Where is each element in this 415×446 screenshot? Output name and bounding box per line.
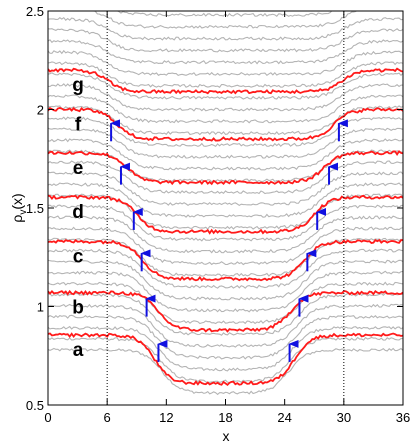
y-tick-label: 0.5 [26,398,44,413]
x-tick-label: 0 [44,410,51,425]
grey-curve [48,0,403,4]
panel-label-a: a [73,340,84,361]
x-tick-label: 36 [396,410,410,425]
grey-curve [48,303,403,348]
grey-curve [48,237,403,277]
y-tick-label: 2.5 [26,4,44,19]
grey-curve [48,336,403,384]
x-axis-label: x [223,428,230,444]
grey-curve [48,149,403,183]
grey-curve [48,127,403,159]
curve-layer [48,0,403,396]
panel-label-b: b [72,298,84,319]
grey-curve [48,28,403,53]
x-tick-label: 24 [277,410,291,425]
grey-curve [48,314,403,360]
panel-label-f: f [75,115,82,136]
panel-label-c: c [73,246,84,267]
panel-label-e: e [73,158,84,179]
grey-curve [48,160,403,195]
grey-curve [48,138,403,171]
grey-curve [48,83,403,112]
y-tick-label: 1 [37,300,44,315]
y-tick-label: 2 [37,103,44,118]
grey-curve [48,204,403,242]
ticks: 0 6 12 18 24 30 36 0.5 1 1.5 2 2.5 [26,4,410,425]
x-tick-label: 18 [218,410,232,425]
grey-curve [48,259,403,301]
y-axis-label-rest: (x) [9,193,25,209]
panel-label-d: d [72,202,84,223]
y-axis-label-sub: v [18,210,29,215]
arrow-layer [110,119,348,362]
x-tick-label: 30 [337,410,351,425]
grey-curve [48,72,403,100]
grey-curve [48,226,403,266]
grey-curve [48,182,403,218]
y-axis-label-main: ρ [9,215,25,223]
series-b-curve [48,289,403,333]
x-tick-label: 12 [159,410,173,425]
y-axis-label: ρv(x) [9,193,29,222]
grey-curve [48,248,403,289]
panel-label-g: g [72,75,84,96]
grey-curve [48,347,403,396]
x-tick-label: 6 [104,410,111,425]
series-f-curve [48,106,403,142]
series-c-curve [48,238,403,282]
series-e-curve [48,150,403,186]
grey-curve [48,171,403,207]
series-a-curve [48,332,403,387]
panel-labels: ab c d e fg [72,75,84,361]
grey-curve [48,39,403,65]
y-tick-label: 1.5 [26,201,44,216]
grey-curve [48,215,403,254]
grey-curve [48,61,403,88]
